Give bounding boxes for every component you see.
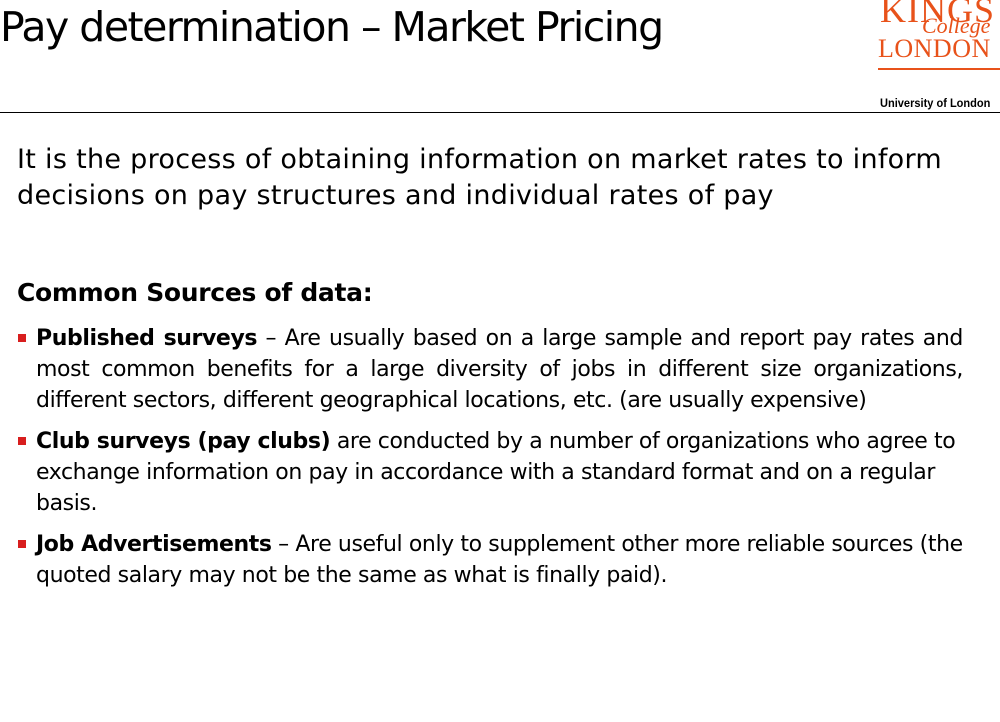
square-bullet-icon (18, 437, 26, 445)
bullet-text: are conducted by a number of organizatio… (36, 429, 956, 516)
bullet-text: – Are usually based on a large sample an… (36, 326, 963, 413)
kings-college-london-logo: KINGS College LONDON (878, 0, 1000, 82)
bullet-job-advertisements: Job Advertisements – Are useful only to … (17, 529, 963, 591)
logo-line-college: College (922, 13, 991, 38)
sources-heading: Common Sources of data: (17, 278, 373, 307)
logo-underline (878, 68, 1000, 70)
square-bullet-icon (18, 334, 26, 342)
bullet-club-surveys: Club surveys (pay clubs) are conducted b… (17, 426, 963, 519)
logo-line-london: LONDON (878, 34, 991, 63)
bullet-term: Club surveys (pay clubs) (36, 429, 331, 454)
logo-line-kings: KINGS (880, 0, 996, 30)
bullet-published-surveys: Published surveys – Are usually based on… (17, 323, 963, 416)
bullet-text: – Are useful only to supplement other mo… (36, 532, 963, 588)
bullet-term: Job Advertisements (36, 532, 272, 557)
sources-list: Published surveys – Are usually based on… (17, 323, 963, 601)
university-of-london-label: University of London (880, 96, 991, 110)
intro-paragraph: It is the process of obtaining informati… (17, 144, 943, 211)
bullet-term: Published surveys (36, 326, 258, 351)
header-divider (0, 112, 1000, 113)
slide-title: Pay determination – Market Pricing (0, 3, 664, 51)
square-bullet-icon (18, 540, 26, 548)
